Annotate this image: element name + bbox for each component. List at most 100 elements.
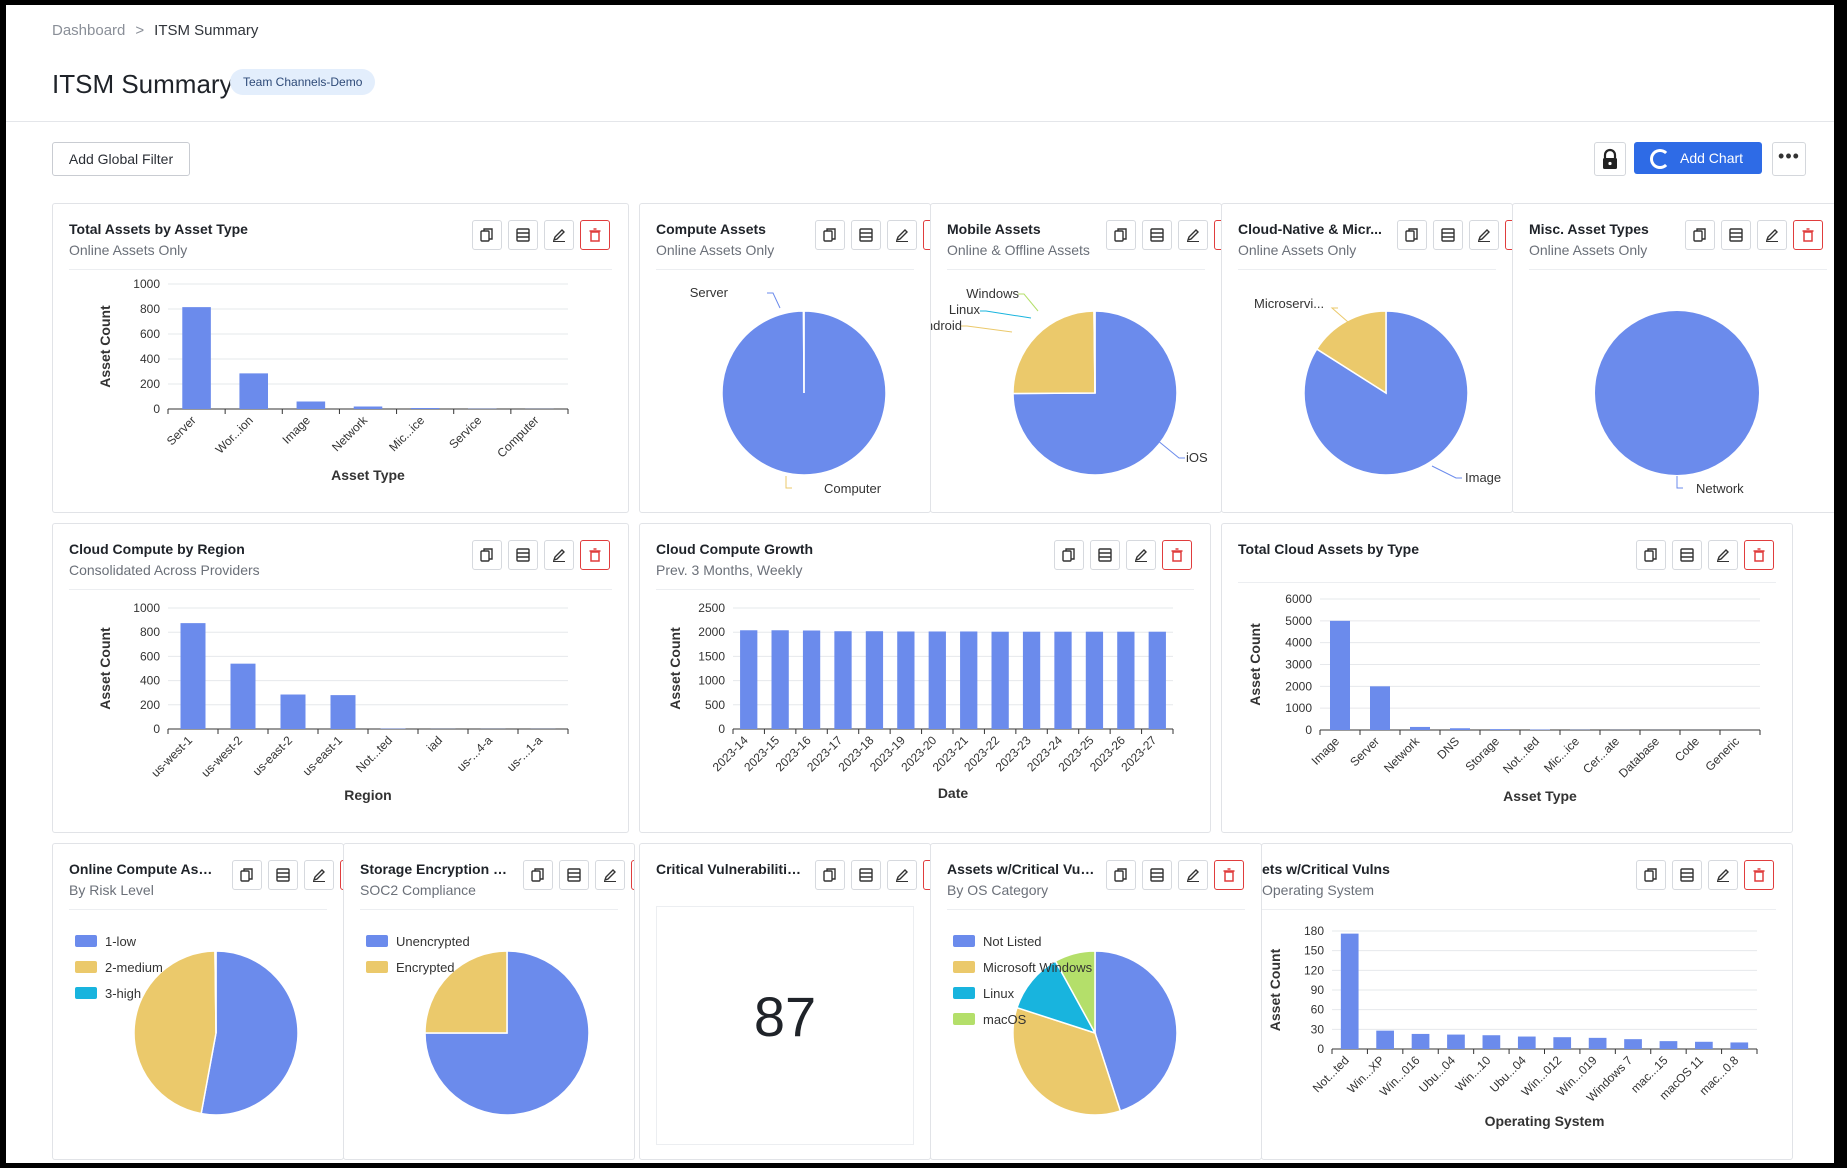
bar[interactable]: [1117, 631, 1135, 729]
edit-button[interactable]: [304, 860, 334, 890]
team-badge[interactable]: Team Channels-Demo: [230, 69, 376, 95]
pie-slice[interactable]: [1595, 311, 1759, 475]
edit-button[interactable]: [1708, 540, 1738, 570]
delete-button[interactable]: [340, 860, 343, 890]
copy-button[interactable]: [815, 860, 845, 890]
bar[interactable]: [1330, 620, 1350, 730]
pie-slice[interactable]: [1093, 310, 1096, 394]
view-table-button[interactable]: [559, 860, 589, 890]
bar[interactable]: [1085, 631, 1104, 729]
delete-button[interactable]: [1162, 540, 1192, 570]
copy-button[interactable]: [1636, 860, 1666, 890]
delete-button[interactable]: [1744, 860, 1774, 890]
view-table-button[interactable]: [508, 540, 538, 570]
pie-slice[interactable]: [424, 950, 590, 1116]
edit-button[interactable]: [1708, 860, 1738, 890]
bar[interactable]: [410, 408, 440, 409]
bar[interactable]: [1370, 686, 1390, 730]
bar[interactable]: [1376, 1030, 1394, 1049]
bar[interactable]: [1490, 729, 1510, 730]
bar[interactable]: [1054, 631, 1072, 729]
delete-button[interactable]: [580, 540, 610, 570]
copy-button[interactable]: [1636, 540, 1666, 570]
bar[interactable]: [740, 630, 758, 729]
legend-label[interactable]: 2-medium: [105, 960, 163, 975]
bar[interactable]: [1411, 1033, 1430, 1049]
delete-button[interactable]: [923, 860, 930, 890]
delete-button[interactable]: [580, 220, 610, 250]
bar[interactable]: [1624, 1039, 1642, 1049]
bar[interactable]: [1588, 1037, 1607, 1049]
edit-button[interactable]: [1178, 220, 1208, 250]
legend-label[interactable]: 3-high: [105, 986, 141, 1001]
bar[interactable]: [834, 631, 852, 729]
view-table-button[interactable]: [1142, 220, 1172, 250]
more-options-button[interactable]: •••: [1772, 142, 1806, 176]
pie-slice[interactable]: [1012, 1006, 1122, 1116]
bar[interactable]: [1022, 631, 1041, 729]
pie-slice[interactable]: [1303, 310, 1469, 476]
delete-button[interactable]: [1505, 220, 1512, 250]
pie-slice[interactable]: [802, 310, 805, 394]
bar[interactable]: [1450, 728, 1470, 730]
pie-slice[interactable]: [1012, 310, 1178, 476]
bar[interactable]: [1148, 631, 1166, 729]
pie-slice[interactable]: [424, 950, 508, 1034]
delete-button[interactable]: [1793, 220, 1823, 250]
bar[interactable]: [960, 631, 978, 729]
lock-button[interactable]: [1594, 142, 1626, 176]
legend-label[interactable]: Encrypted: [396, 960, 455, 975]
edit-button[interactable]: [544, 220, 574, 250]
pie-slice[interactable]: [1016, 960, 1097, 1035]
legend-label[interactable]: Unencrypted: [396, 934, 470, 949]
bar[interactable]: [991, 631, 1009, 729]
view-table-button[interactable]: [1672, 540, 1702, 570]
view-table-button[interactable]: [851, 220, 881, 250]
copy-button[interactable]: [472, 540, 502, 570]
view-table-button[interactable]: [1721, 220, 1751, 250]
copy-button[interactable]: [1106, 860, 1136, 890]
delete-button[interactable]: [631, 860, 634, 890]
legend-label[interactable]: Linux: [983, 986, 1015, 1001]
bar[interactable]: [1482, 1035, 1501, 1049]
edit-button[interactable]: [1178, 860, 1208, 890]
delete-button[interactable]: [1214, 220, 1221, 250]
view-table-button[interactable]: [268, 860, 298, 890]
bar[interactable]: [239, 373, 268, 409]
copy-button[interactable]: [232, 860, 262, 890]
pie-slice[interactable]: [200, 950, 299, 1116]
pie-slice[interactable]: [1012, 310, 1096, 395]
bar[interactable]: [353, 406, 383, 410]
bar[interactable]: [865, 631, 884, 729]
bar[interactable]: [296, 401, 326, 410]
bar[interactable]: [1730, 1042, 1749, 1049]
bar[interactable]: [1553, 1037, 1572, 1049]
pie-slice[interactable]: [214, 950, 217, 1034]
edit-button[interactable]: [1469, 220, 1499, 250]
edit-button[interactable]: [544, 540, 574, 570]
legend-label[interactable]: Not Listed: [983, 934, 1042, 949]
legend-label[interactable]: macOS: [983, 1012, 1027, 1027]
delete-button[interactable]: [1744, 540, 1774, 570]
view-table-button[interactable]: [1672, 860, 1702, 890]
copy-button[interactable]: [472, 220, 502, 250]
bar[interactable]: [182, 307, 211, 409]
bar[interactable]: [280, 694, 306, 729]
copy-button[interactable]: [1106, 220, 1136, 250]
pie-slice[interactable]: [1094, 950, 1178, 1112]
view-table-button[interactable]: [1090, 540, 1120, 570]
bar[interactable]: [1340, 933, 1359, 1049]
bar[interactable]: [180, 623, 206, 729]
legend-label[interactable]: Microsoft Windows: [983, 960, 1093, 975]
edit-button[interactable]: [1757, 220, 1787, 250]
view-table-button[interactable]: [508, 220, 538, 250]
copy-button[interactable]: [523, 860, 553, 890]
edit-button[interactable]: [1126, 540, 1156, 570]
bar[interactable]: [1410, 726, 1430, 730]
bar[interactable]: [771, 630, 789, 729]
bar[interactable]: [802, 630, 821, 729]
legend-label[interactable]: 1-low: [105, 934, 137, 949]
pie-slice[interactable]: [1054, 950, 1096, 1034]
bar[interactable]: [330, 695, 356, 729]
delete-button[interactable]: [923, 220, 930, 250]
